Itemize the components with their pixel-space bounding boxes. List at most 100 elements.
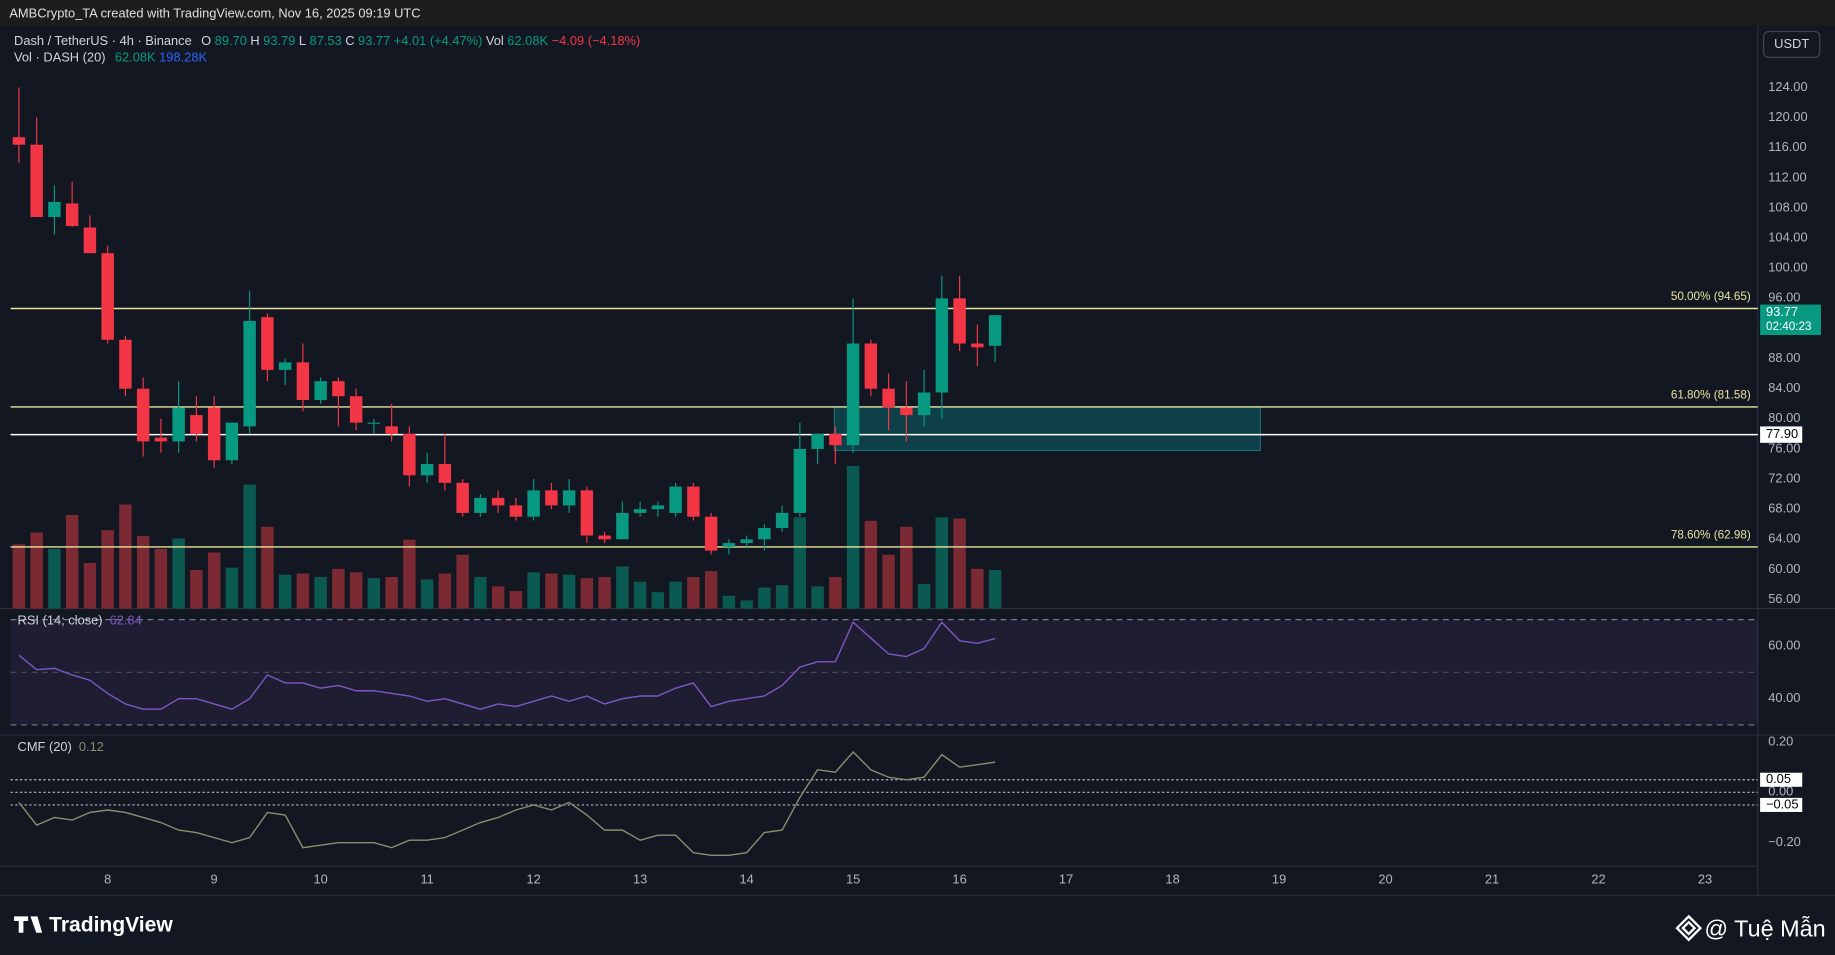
volume-bar [580,578,594,609]
volume-bar [527,572,540,609]
candle-body [65,203,79,227]
candle-body [207,407,221,461]
legend-item: 93.77 [358,34,390,49]
volume-bar [811,586,824,609]
candle-body [580,490,594,536]
volume-bar [829,576,842,609]
volume-bar [633,581,647,609]
x-tick-label: 20 [1378,872,1392,887]
volume-bar [474,576,487,609]
y-tick-label: 40.00 [1768,690,1800,705]
candle-body [988,315,1002,346]
legend-item: Vol [486,34,504,49]
volume-bar [172,538,185,609]
candle-body [154,437,168,442]
candle-body [775,512,789,529]
candle-body [740,539,753,544]
candle-body [83,227,97,254]
candle-body [651,505,665,510]
candle-body [261,317,274,370]
footer-bar [0,895,1835,955]
candle-body [48,201,61,218]
volume-bar [136,536,150,609]
last-price-box [1760,304,1821,336]
volume-bar [420,579,434,609]
x-tick-label: 11 [420,872,433,887]
candle-body [420,464,434,476]
candle-body [669,486,682,513]
candle-body [456,482,469,513]
y-tick-label: 112.00 [1768,169,1806,184]
currency[interactable]: USDT [1774,36,1809,51]
candle-body [882,388,895,408]
indicator-value: 0.12 [79,739,104,754]
volume-bar [349,572,363,609]
volume-bar [971,568,984,609]
volume-bar [758,587,771,609]
volume-bar [190,570,203,609]
candle-body [545,490,558,506]
candle-body [438,464,452,483]
brand: TradingView [49,913,173,936]
candle-body [491,497,505,506]
volume-bar [101,530,114,609]
candle-body [633,509,647,513]
level-label: 77.90 [1766,426,1798,441]
volume-bar [900,526,913,609]
volume-bar [740,600,753,609]
y-tick-label: 64.00 [1768,531,1800,546]
volume-bar [491,586,505,609]
brand-logo [14,916,43,933]
candle-body [367,422,381,424]
level-box [1760,426,1803,443]
volume-bar [882,554,895,609]
volume-bar [30,532,43,609]
level-label: 50.00% (94.65) [1671,290,1751,303]
y-tick-label: 80.00 [1768,410,1800,425]
y-tick-label: 124.00 [1768,79,1807,94]
currency-box[interactable] [1763,31,1821,58]
volume-bar [438,573,452,609]
candle-body [722,543,736,547]
candle-body [917,392,931,416]
candle-body [296,362,310,400]
countdown: 02:40:23 [1766,320,1811,333]
candle-body [349,396,363,423]
legend-item: Dash / TetherUS · 4h · Binance [14,34,192,49]
legend-item: Vol · DASH (20) [14,50,105,65]
watermark-icon [1675,914,1703,942]
volume-bar [687,576,700,609]
credit: AMBCrypto_TA created with TradingView.co… [9,5,420,20]
volume-bar [793,517,807,609]
volume-bar [278,574,292,609]
candle-body [385,426,398,434]
volume-bar [917,584,931,609]
candle-body [829,433,842,446]
candle-body [314,381,327,400]
candle-body [616,512,629,540]
candle-body [687,486,700,517]
candle-body [971,343,984,348]
legend-item: 62.08K [115,50,156,65]
volume-bar [385,576,398,609]
candle-body [509,505,523,517]
y-tick-label: 116.00 [1768,139,1806,154]
volume-bar [509,591,523,609]
candle-body [278,362,292,370]
level-box [1760,797,1803,812]
candle-body [935,298,949,393]
candle-body [12,137,26,145]
volume-bar [864,520,878,609]
x-tick-label: 18 [1165,872,1179,887]
level-label: 0.05 [1766,771,1791,786]
x-tick-label: 8 [104,872,111,887]
legend-item: 89.70 [215,34,247,49]
candle-body [403,433,416,476]
legend-item: 62.08K [507,34,548,49]
legend-item: −4.09 (−4.18%) [552,34,641,49]
indicator-title: CMF (20) [18,739,72,754]
level-label: 61.80% (81.58) [1671,388,1751,401]
x-tick-label: 22 [1591,872,1605,887]
plot: 8 9 10 11 12 13 14 15 16 17 18 19 20 21 22 23 56.00 60.00… [10,79,1821,887]
